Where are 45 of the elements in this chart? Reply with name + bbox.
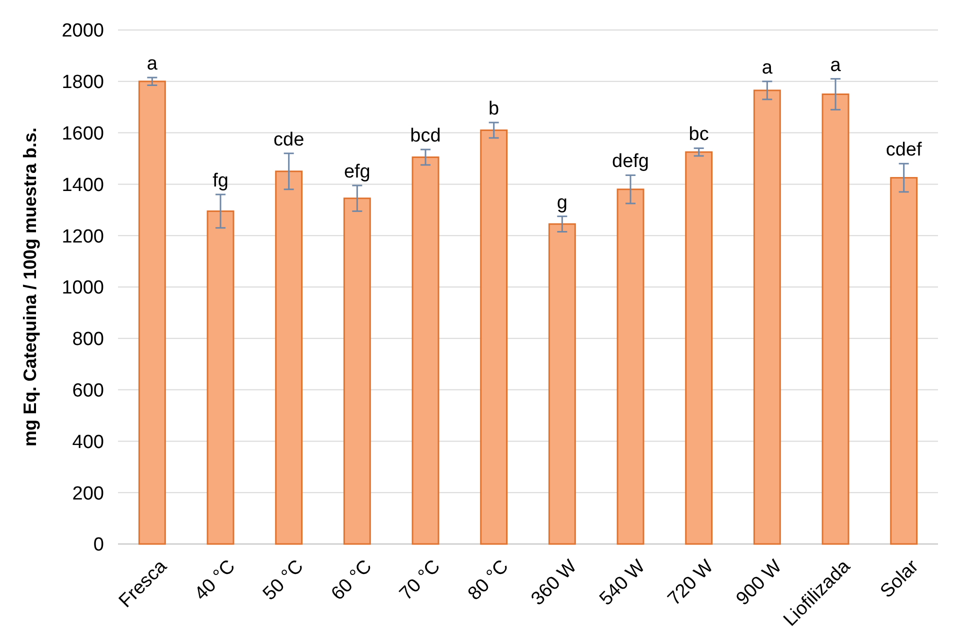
y-tick-label: 400	[72, 432, 104, 453]
y-tick-label: 200	[72, 483, 104, 504]
annotation: g	[556, 192, 568, 214]
y-tick-label: 800	[72, 329, 104, 350]
y-tick-label: 1600	[62, 123, 104, 144]
bar	[753, 90, 781, 545]
y-tick-label: 2000	[62, 20, 104, 42]
y-tick-label: 1000	[62, 278, 104, 299]
annotation: cde	[274, 129, 304, 150]
y-axis-title: mg Eq. Catequina / 100g muestra b.s.	[20, 127, 40, 447]
x-tick-label: 80 °C	[464, 556, 513, 605]
y-tick-label: 1200	[62, 226, 104, 248]
annotation: b	[488, 98, 500, 120]
x-tick-label: 50 °C	[259, 556, 308, 605]
annotation: cdef	[886, 140, 923, 161]
bar	[138, 80, 166, 545]
bar	[548, 223, 576, 545]
x-tick-label: 900 W	[732, 556, 786, 610]
bar	[890, 177, 918, 545]
x-tick-label: 720 W	[664, 556, 718, 610]
x-tick-label: 60 °C	[328, 556, 376, 605]
y-tick-label: 1800	[62, 72, 104, 94]
y-tick-label: 1400	[62, 174, 104, 196]
annotation: bcd	[410, 126, 441, 147]
x-tick-label: 70 °C	[396, 556, 444, 605]
bar	[822, 94, 850, 545]
bar	[685, 151, 713, 545]
bar	[206, 210, 234, 545]
annotation: a	[762, 57, 773, 78]
x-tick-label: 360 W	[527, 556, 582, 610]
bar	[343, 198, 371, 545]
annotation: bc	[688, 124, 709, 146]
bar	[480, 129, 508, 545]
bar	[412, 156, 440, 545]
bar	[275, 170, 303, 545]
y-tick-label: 600	[72, 380, 104, 402]
annotation: a	[146, 54, 158, 75]
x-tick-label: 40 °C	[190, 556, 240, 605]
bar	[616, 188, 644, 545]
annotation: defg	[612, 151, 649, 172]
annotation: efg	[344, 161, 370, 182]
y-tick-label: 0	[93, 534, 104, 556]
annotation: a	[830, 54, 842, 76]
x-tick-label: 540 W	[596, 556, 650, 610]
annotation: fg	[212, 170, 228, 192]
